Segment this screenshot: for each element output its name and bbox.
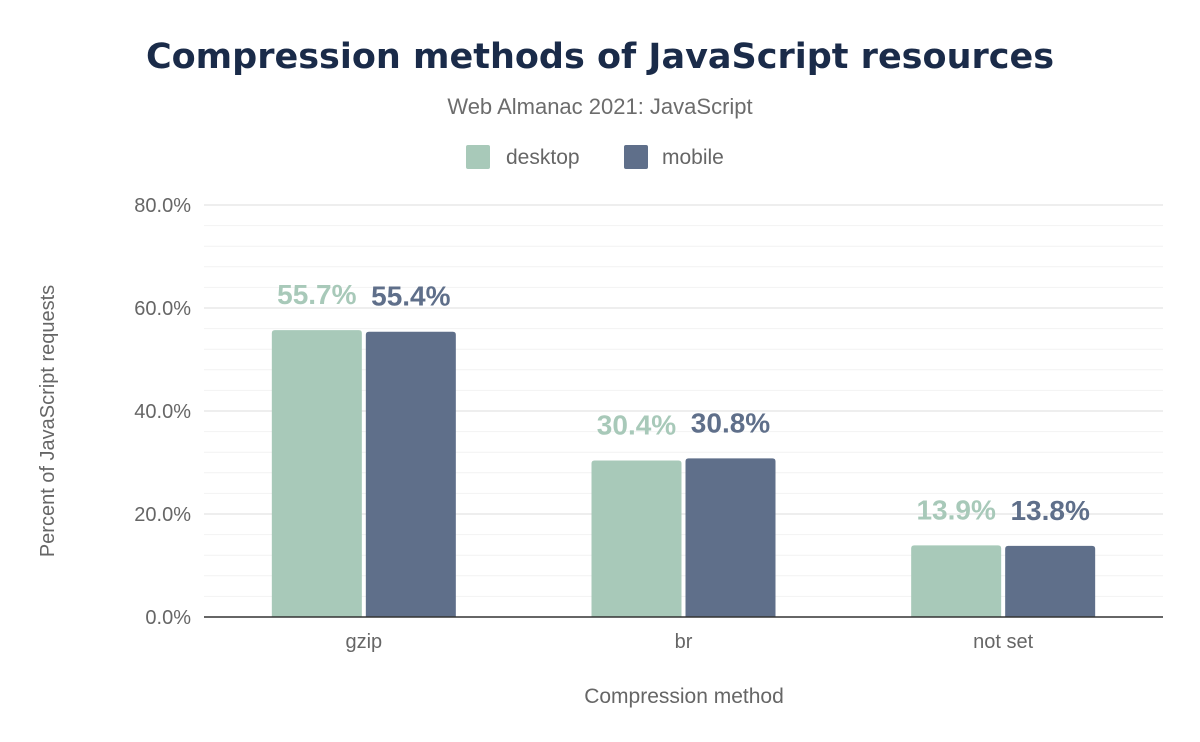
data-label-desktop: 55.7% — [277, 279, 356, 310]
y-tick-label: 60.0% — [134, 298, 191, 320]
y-tick-label: 0.0% — [145, 607, 191, 629]
x-axis-label: Compression method — [584, 685, 784, 708]
x-axis-ticks: gzip br not set — [345, 631, 1033, 653]
legend: desktop mobile — [466, 145, 724, 169]
x-tick-label: gzip — [345, 631, 382, 653]
data-label-mobile: 13.8% — [1010, 495, 1089, 526]
chart-title: Compression methods of JavaScript resour… — [146, 37, 1054, 77]
bar-desktop-gzip[interactable] — [271, 330, 362, 617]
bars: 55.7% 55.4% 30.4% 30.8% 13.9% 13.8% — [204, 279, 1163, 618]
bar-mobile-not-set[interactable] — [1005, 545, 1096, 617]
y-axis-ticks: 0.0% 20.0% 40.0% 60.0% 80.0% — [134, 195, 191, 629]
bar-mobile-gzip[interactable] — [365, 331, 456, 617]
y-tick-label: 40.0% — [134, 401, 191, 423]
data-label-desktop: 30.4% — [597, 409, 676, 440]
legend-label-mobile[interactable]: mobile — [662, 146, 724, 169]
data-label-desktop: 13.9% — [916, 494, 995, 525]
gridlines — [204, 204, 1163, 597]
bar-desktop-not-set[interactable] — [911, 545, 1002, 617]
y-tick-label: 80.0% — [134, 195, 191, 217]
legend-swatch-desktop — [466, 145, 490, 169]
data-label-mobile: 55.4% — [371, 281, 450, 312]
chart-subtitle: Web Almanac 2021: JavaScript — [447, 94, 752, 119]
x-tick-label: br — [675, 631, 693, 653]
bar-desktop-br[interactable] — [591, 460, 682, 617]
y-axis-label: Percent of JavaScript requests — [37, 285, 59, 557]
y-tick-label: 20.0% — [134, 504, 191, 526]
x-tick-label: not set — [973, 631, 1033, 653]
data-label-mobile: 30.8% — [691, 407, 770, 438]
legend-swatch-mobile — [624, 145, 648, 169]
bar-mobile-br[interactable] — [685, 458, 776, 617]
legend-label-desktop[interactable]: desktop — [506, 146, 580, 169]
